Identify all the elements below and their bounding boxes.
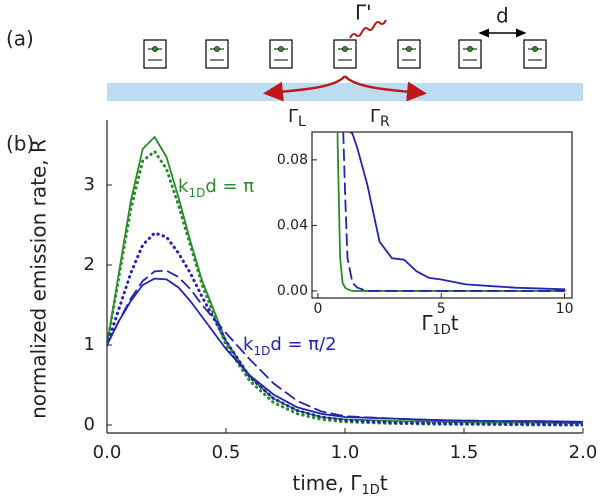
x-tick-label: 2.0: [569, 442, 598, 463]
waveguide: [107, 83, 583, 101]
y-tick-label: 0.04: [277, 217, 308, 233]
atom-box: [333, 39, 357, 69]
x-tick-label: 10: [556, 301, 574, 317]
gamma-left: ΓL: [288, 106, 306, 130]
y-tick-label: 2: [84, 254, 95, 275]
atom-box: [397, 39, 421, 69]
gamma-prime: Γ': [355, 1, 372, 25]
atom-dot: [467, 46, 473, 52]
sub: L: [298, 114, 306, 130]
gamma-right: ΓR: [370, 106, 390, 130]
line-series: [107, 277, 583, 423]
x-tick-label: 1.0: [331, 442, 360, 463]
base: Γ: [288, 106, 298, 127]
text: d = π/2: [270, 334, 336, 355]
atom-dot: [532, 46, 538, 52]
x-tick-label: 1.5: [450, 442, 479, 463]
atom-dot: [342, 46, 348, 52]
y-tick-label: 0: [84, 414, 95, 435]
text: t: [451, 311, 459, 335]
panel-label: (a): [6, 27, 34, 51]
text: Γ: [421, 311, 433, 335]
spacing-label: d: [496, 4, 509, 28]
y-tick-label: 0.00: [277, 283, 308, 299]
plot-lines: [336, 132, 566, 292]
x-axis-label: Γ1Dt: [421, 311, 458, 338]
x-tick-label: 0.0: [93, 442, 122, 463]
inset-background: [311, 131, 573, 299]
atom-dot: [406, 46, 412, 52]
atom-box: [205, 39, 229, 69]
atom-dot: [278, 46, 284, 52]
atom-dot: [152, 46, 158, 52]
x-axis-label: time, Γ1Dt: [292, 471, 387, 498]
line-series: [107, 136, 583, 425]
text: t: [380, 471, 388, 495]
subscript: 1D: [188, 186, 205, 200]
atom-array: [143, 39, 547, 69]
base: Γ: [370, 106, 380, 127]
x-tick-label: 0: [313, 301, 322, 317]
atom-box: [523, 39, 547, 69]
y-tick-label: 3: [84, 174, 95, 195]
x-tick-label: 5: [437, 301, 446, 317]
y-axis-label: normalized emission rate, R: [27, 139, 51, 419]
text: d = π: [205, 176, 254, 197]
subscript: 1D: [433, 323, 451, 338]
text: time, Γ: [292, 471, 362, 495]
arrow-right: [344, 75, 427, 102]
arrow-left: [263, 75, 346, 102]
x-tick-label: 0.5: [212, 442, 241, 463]
atom-box: [143, 39, 167, 69]
panel-label: (b): [6, 132, 34, 156]
line-series: [107, 269, 583, 424]
y-tick-label: 0.08: [277, 152, 308, 168]
inset-chart: 0 5 10 0.00 0.04 0.08 Γ1Dt: [277, 131, 574, 338]
text: k: [243, 334, 254, 355]
subscript: 1D: [361, 483, 379, 498]
plot-lines: [107, 136, 583, 427]
main-chart: 0.0 0.5 1.0 1.5 2.0 0 1 2 3 normalized emission r…: [27, 120, 598, 498]
line-series: [348, 132, 566, 291]
y-tick-label: 1: [84, 334, 95, 355]
sub: R: [380, 114, 390, 130]
atom-box: [269, 39, 293, 69]
annotation: k1Dd = π/2: [243, 334, 337, 358]
emission-wiggle: [349, 19, 387, 39]
line-series: [342, 132, 566, 292]
atom-box: [458, 39, 482, 69]
annotation: k1Dd = π: [178, 176, 254, 200]
subscript: 1D: [253, 344, 270, 358]
atom-dot: [214, 46, 220, 52]
line-series: [107, 231, 583, 427]
text: k: [178, 176, 189, 197]
